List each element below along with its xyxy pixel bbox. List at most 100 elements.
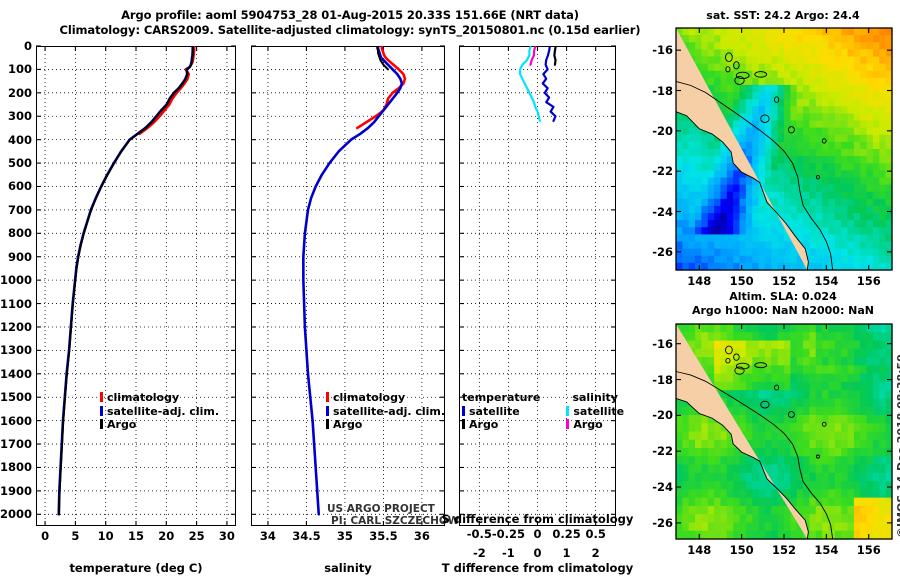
axis-tick-label: 900 — [7, 249, 32, 264]
sla-map[interactable] — [675, 323, 893, 540]
axis-tick-label: 148 — [687, 274, 712, 288]
legend-label: Argo — [469, 418, 499, 431]
axis-tick-label: 2000 — [0, 507, 33, 522]
sla-map-header-line1: Altim. SLA: 0.024 — [729, 290, 837, 303]
legend-label: Argo — [333, 418, 363, 431]
legend-column-header: temperature — [462, 391, 541, 404]
difference-plot-svg — [459, 45, 616, 526]
sla-map-header-line2: Argo h1000: NaN h2000: NaN — [691, 304, 875, 317]
legend-label: satellite — [573, 404, 625, 418]
axis-tick-label: 34.5 — [292, 529, 321, 543]
legend-color-swatch — [462, 419, 465, 429]
sst-map-svg — [675, 27, 893, 271]
axis-tick-label: -2 — [472, 546, 486, 560]
axis-tick-label: 1700 — [0, 437, 33, 452]
legend-entry: satellite-adj. clim. — [100, 405, 219, 419]
legend-color-swatch — [100, 419, 103, 429]
axis-tick-label: -18 — [652, 372, 673, 387]
sst-map-header: sat. SST: 24.2 Argo: 24.4 — [706, 9, 860, 22]
axis-tick-label: 25 — [188, 529, 205, 543]
axis-tick-label: 0.5 — [585, 527, 606, 541]
temperature-panel — [36, 45, 236, 526]
legend-entry: satellite-adj. clim. — [326, 405, 445, 419]
axis-tick-label: 100 — [7, 62, 32, 77]
salinity-panel — [251, 45, 445, 526]
axis-tick-label: -24 — [652, 480, 673, 495]
legend-entry: satellite — [566, 405, 624, 419]
axis-tick-label: -0.5 — [466, 527, 492, 541]
axis-tick-label: 1400 — [0, 366, 33, 381]
axis-tick-label: 148 — [687, 543, 712, 557]
legend-column: temperature satellite Argo — [462, 391, 540, 432]
axis-tick-label: 300 — [7, 109, 32, 124]
axis-tick-label: -26 — [652, 515, 673, 530]
axis-tick-label: 0 — [533, 546, 542, 560]
axis-tick-label: 0.25 — [552, 527, 581, 541]
page-title-line1: Argo profile: aoml 5904753_28 01-Aug-201… — [121, 8, 579, 22]
legend-label: climatology — [107, 391, 180, 404]
axis-tick-label: 152 — [771, 274, 796, 288]
salinity-plot-frame — [251, 46, 445, 526]
legend-color-swatch — [326, 392, 329, 402]
axis-tick-label: 1800 — [0, 460, 33, 475]
axis-tick-label: 500 — [7, 156, 32, 171]
legend-entry: climatology — [100, 391, 219, 405]
temperature-plot-svg — [36, 45, 236, 526]
legend-color-swatch — [462, 405, 465, 416]
axis-tick-label: -22 — [652, 164, 673, 179]
axis-tick-label: -26 — [652, 244, 673, 259]
axis-tick-label: -20 — [652, 123, 673, 138]
axis-tick-label: -16 — [652, 336, 673, 351]
legend-color-swatch — [326, 405, 329, 416]
sst-map[interactable] — [675, 27, 893, 271]
difference-s-axis-label: S difference from climatology — [441, 512, 634, 526]
axis-tick-label: -20 — [652, 408, 673, 423]
axis-tick-label: 1300 — [0, 343, 33, 358]
axis-tick-label: 5 — [71, 529, 80, 543]
axis-tick-label: 400 — [7, 132, 32, 147]
legend-color-swatch — [566, 419, 570, 429]
axis-tick-label: 30 — [218, 529, 235, 543]
legend-entry: Argo — [100, 418, 219, 432]
axis-tick-label: -18 — [652, 83, 673, 98]
axis-tick-label: 700 — [7, 202, 32, 217]
temperature-xaxis-label: temperature (deg C) — [69, 561, 203, 575]
legend-entry: Argo — [326, 418, 445, 432]
axis-tick-label: 34 — [259, 529, 276, 543]
legend-color-swatch — [326, 419, 329, 429]
legend-entry: satellite — [462, 405, 540, 419]
legend-column-header: salinity — [572, 391, 618, 404]
axis-tick-label: 800 — [7, 226, 32, 241]
axis-tick-label: -22 — [652, 444, 673, 459]
axis-tick-label: 0 — [533, 527, 542, 541]
page-title-line2: Climatology: CARS2009. Satellite-adjuste… — [59, 23, 641, 37]
axis-tick-label: 156 — [856, 543, 881, 557]
temperature-legend: climatology satellite-adj. clim. Argo — [100, 391, 219, 432]
axis-tick-label: 35 — [336, 529, 353, 543]
axis-tick-label: -24 — [652, 204, 673, 219]
legend-column: salinity satellite Argo — [566, 391, 624, 432]
axis-tick-label: 1 — [562, 546, 571, 560]
legend-label: satellite — [469, 404, 520, 418]
axis-tick-label: 1100 — [0, 296, 33, 311]
axis-tick-label: 154 — [814, 274, 839, 288]
argo-pi-credit-line2: PI: CARL SZCZECHOWS — [331, 515, 467, 527]
salinity-plot-svg — [251, 45, 445, 526]
legend-label: satellite-adj. clim. — [107, 404, 220, 418]
legend-color-swatch — [566, 405, 570, 416]
axis-tick-label: -0.25 — [491, 527, 525, 541]
legend-label: climatology — [333, 391, 406, 404]
legend-entry: Argo — [566, 418, 624, 432]
axis-tick-label: -1 — [502, 546, 515, 560]
legend-label: Argo — [573, 418, 603, 431]
difference-panel — [459, 45, 616, 526]
imos-copyright-credit: ©IMOS 14-Dec-2018 08:38:59 — [895, 354, 900, 538]
axis-tick-label: 0 — [41, 529, 50, 543]
axis-tick-label: 1500 — [0, 390, 33, 405]
legend-label: satellite-adj. clim. — [333, 404, 446, 418]
axis-tick-label: 152 — [771, 543, 796, 557]
axis-tick-label: 20 — [158, 529, 175, 543]
axis-tick-label: 2 — [591, 546, 600, 560]
axis-tick-label: 15 — [127, 529, 144, 543]
difference-legend: temperature satellite Argo salinity satellit… — [462, 391, 624, 432]
